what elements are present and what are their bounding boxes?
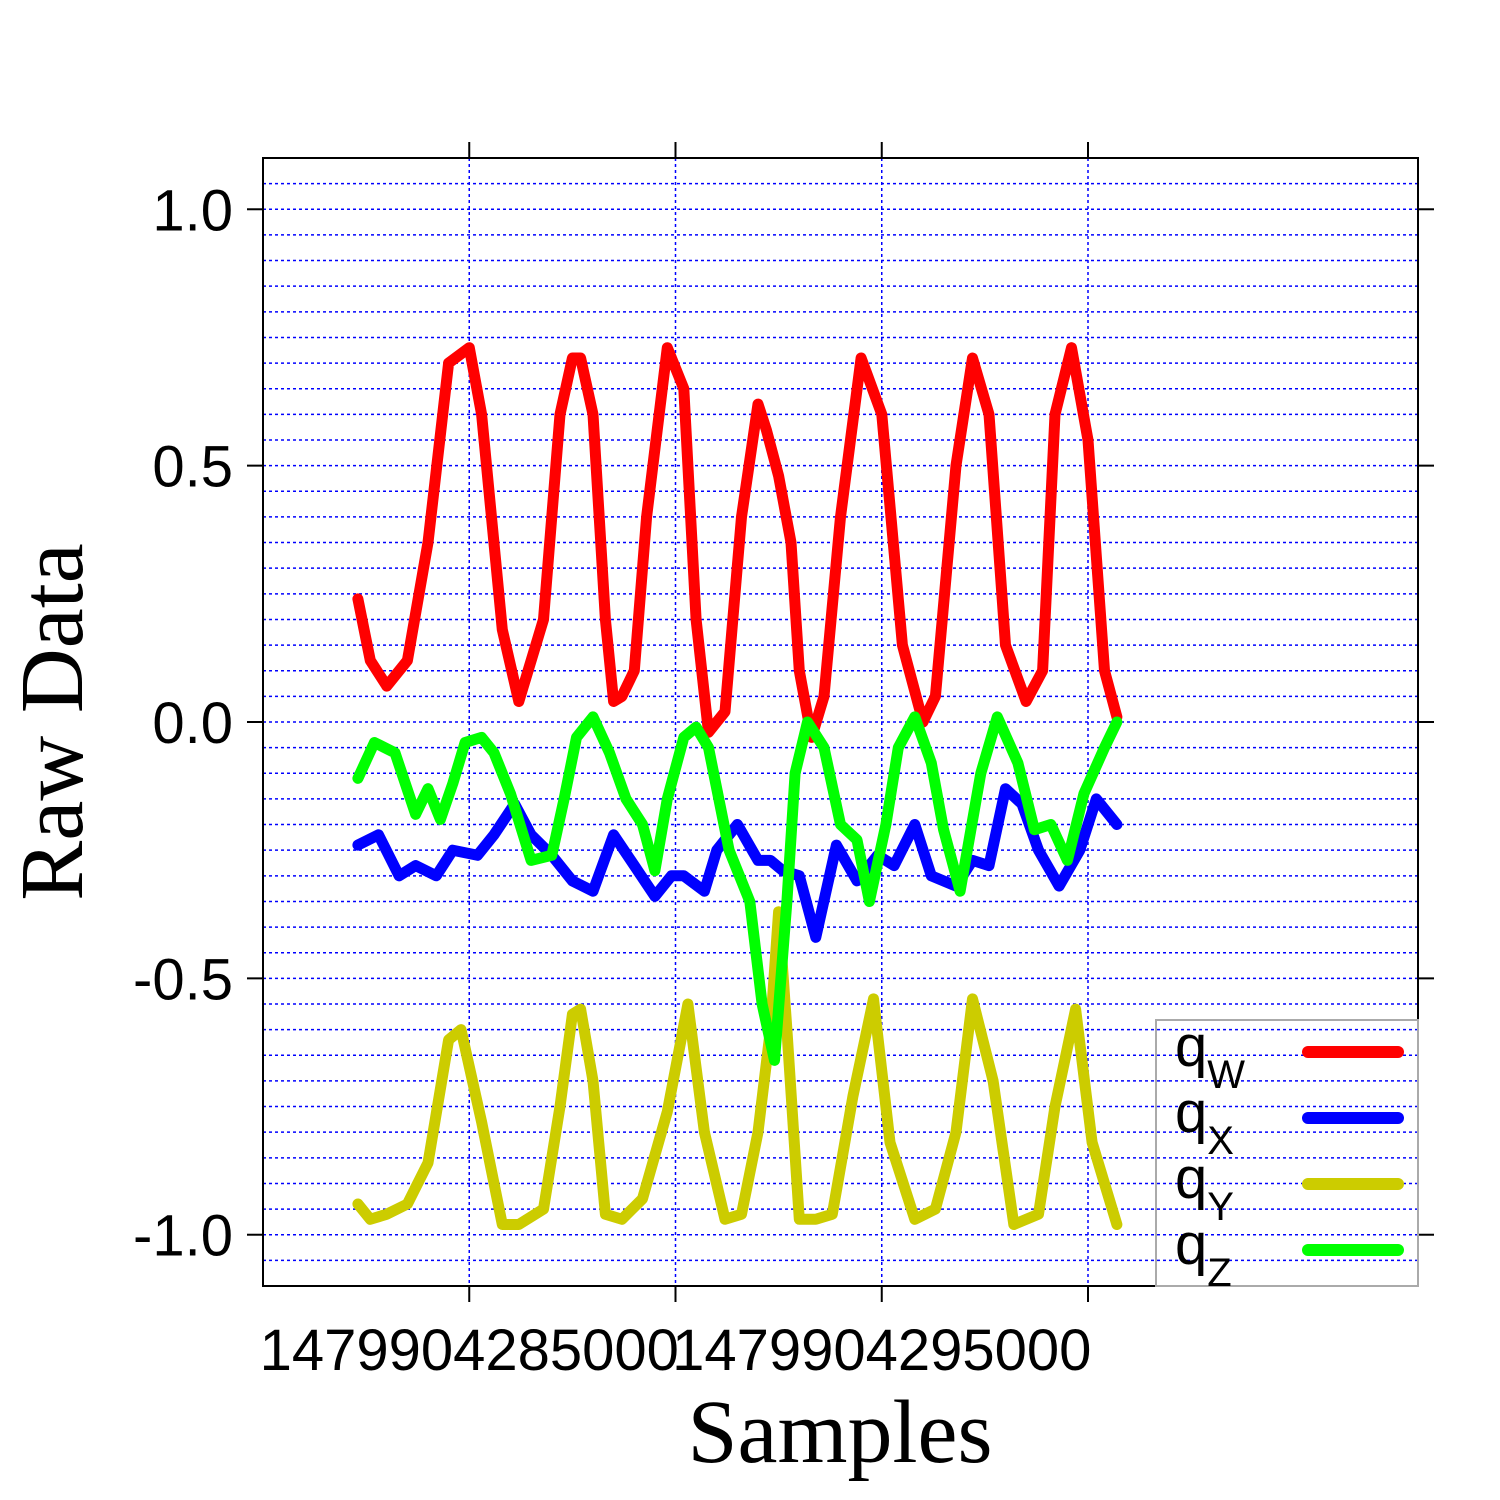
y-tick-label: -1.0 <box>133 1204 233 1269</box>
legend-box <box>1155 1019 1419 1287</box>
legend-label-qx: qX <box>1175 1080 1234 1163</box>
legend-label-qy: qY <box>1175 1146 1234 1229</box>
legend-label-qz: qZ <box>1175 1212 1232 1295</box>
x-axis-title: Samples <box>688 1383 993 1482</box>
y-tick-label: 0.0 <box>152 691 233 756</box>
y-axis-title: Raw Data <box>3 543 102 900</box>
series-line-qz <box>352 711 1123 1066</box>
series-line-qw <box>352 342 1123 743</box>
y-tick-label: 1.0 <box>152 178 233 243</box>
y-tick-label: -0.5 <box>133 947 233 1012</box>
y-tick-label: 0.5 <box>152 435 233 500</box>
legend-label-qw: qW <box>1175 1014 1245 1097</box>
series-line-qx <box>352 783 1123 943</box>
x-tick-label: 1479904295000 <box>672 1318 1091 1383</box>
x-tick-label: 1479904285000 <box>260 1318 679 1383</box>
y-axis: -1.0 -0.5 0.0 0.5 1.0 <box>133 178 1434 1269</box>
series-lines <box>352 342 1123 1230</box>
grid <box>263 158 1418 1286</box>
series-line-qy <box>352 906 1123 1230</box>
